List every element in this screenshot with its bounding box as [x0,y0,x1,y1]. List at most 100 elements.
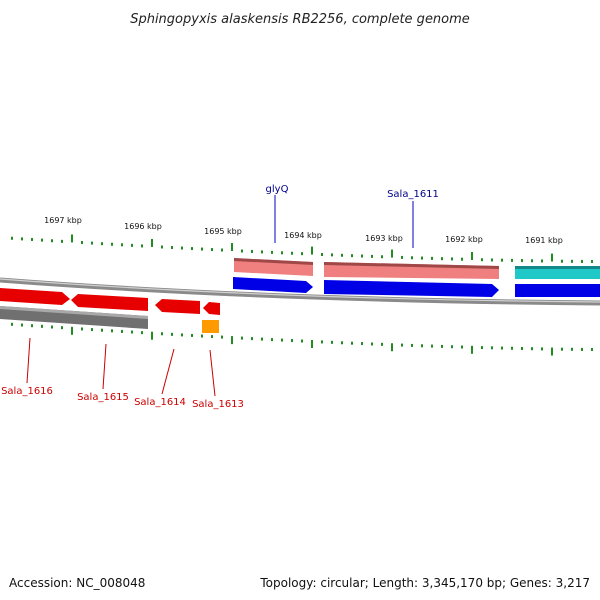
genome-backbone-highlight [0,278,600,303]
minor-tick [331,253,333,257]
minor-tick [31,238,33,242]
minor-tick [21,323,23,327]
minor-tick [581,347,583,351]
minor-tick [241,249,243,253]
gene-bar-Sala_1611-highlight [324,262,499,269]
minor-tick [561,259,563,263]
minor-tick [21,237,23,241]
minor-tick [401,343,403,347]
cds-arrow-glyQ [233,277,313,293]
gene-bar-reverse [0,306,148,329]
minor-tick [451,257,453,261]
minor-tick [221,248,223,252]
minor-tick [511,346,513,350]
gene-label-Sala_1613: Sala_1613 [192,399,244,410]
scale-label-1694: 1694 kbp [284,231,322,240]
minor-tick [191,247,193,251]
forward-gene-track [234,258,600,279]
major-tick [71,234,73,243]
accession-text: Accession: NC_008048 [9,576,145,590]
minor-tick [571,347,573,351]
scale-label-1691: 1691 kbp [525,236,563,245]
minor-tick [281,338,283,342]
minor-tick [441,344,443,348]
scale-label-1692: 1692 kbp [445,235,483,244]
cds-arrow-Sala_1611 [324,280,499,297]
major-tick [151,331,153,340]
minor-tick [441,257,443,261]
minor-tick [131,243,133,247]
minor-tick [521,347,523,351]
minor-tick [121,243,123,247]
minor-tick [291,339,293,343]
minor-tick [81,241,83,245]
major-tick [311,339,313,348]
minor-tick [101,328,103,332]
minor-tick [521,259,523,263]
minor-tick [491,258,493,262]
minor-tick [401,255,403,259]
minor-tick [511,258,513,262]
minor-tick [121,329,123,333]
minor-tick [261,250,263,254]
minor-tick [171,246,173,250]
scale-label-1695: 1695 kbp [204,227,242,236]
minor-tick [351,254,353,258]
gene-label-Sala_1616: Sala_1616 [1,386,53,397]
minor-tick [501,258,503,262]
minor-tick [291,251,293,255]
minor-tick [261,337,263,341]
gene-label-Sala_1611: Sala_1611 [387,189,439,200]
minor-tick [211,335,213,339]
gene-bar-glyQ-highlight [234,258,313,265]
minor-tick [51,239,53,243]
minor-tick [421,256,423,260]
minor-tick [181,333,183,337]
reverse-gene-track [0,306,219,333]
major-tick [71,326,73,335]
minor-tick [321,340,323,344]
minor-tick [11,236,13,240]
minor-tick [91,328,93,332]
forward-gene-labels: glyQ Sala_1611 [266,184,439,248]
minor-tick [531,347,533,351]
forward-cds-track [233,277,600,297]
minor-tick [161,332,163,336]
leader-line-Sala_1615 [102,343,107,390]
minor-tick [481,346,483,350]
minor-tick [91,241,93,245]
minor-tick [561,347,563,351]
minor-tick [591,347,593,351]
major-tick [471,251,473,260]
minor-tick [61,239,63,243]
minor-tick [301,252,303,256]
minor-tick [421,344,423,348]
minor-tick [251,337,253,341]
minor-tick [431,256,433,260]
minor-tick [351,341,353,345]
minor-tick [341,253,343,257]
leader-line-Sala_1613 [209,349,216,397]
minor-tick [341,341,343,345]
scale-label-1693: 1693 kbp [365,234,403,243]
gene-label-glyQ: glyQ [266,184,289,195]
map-title: Sphingopyxis alaskensis RB2256, complete… [130,12,470,27]
minor-tick [81,327,83,331]
minor-tick [41,238,43,242]
leader-line-Sala_1614 [161,348,175,395]
minor-tick [431,344,433,348]
minor-tick [381,342,383,346]
minor-tick [111,242,113,246]
minor-tick [321,252,323,256]
reverse-cds-track [0,288,220,315]
minor-tick [131,330,133,334]
minor-tick [11,322,13,326]
minor-tick [361,254,363,258]
minor-tick [201,334,203,338]
misc-feature-bar [515,266,600,279]
minor-tick [181,246,183,250]
minor-tick [51,325,53,329]
minor-tick [31,324,33,328]
minor-tick [61,326,63,330]
minor-tick [371,342,373,346]
